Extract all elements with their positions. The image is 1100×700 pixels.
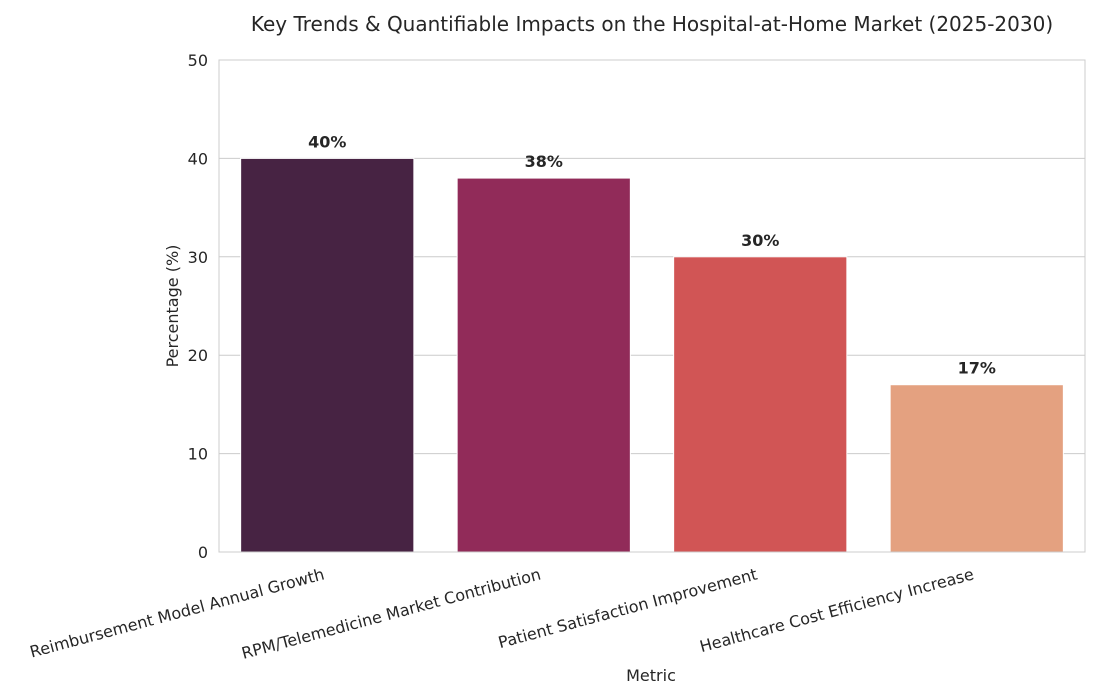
data-label-1: 38% [525,152,563,171]
bars [240,157,1064,553]
y-tick-labels: 0 10 20 30 40 50 [188,51,208,562]
data-label-3: 17% [958,359,996,378]
chart-title: Key Trends & Quantifiable Impacts on the… [251,12,1053,36]
x-axis-label: Metric [626,666,676,685]
y-tick-label-4: 40 [188,149,208,168]
y-tick-label-3: 30 [188,248,208,267]
data-label-2: 30% [741,231,779,250]
bar-1 [456,177,631,553]
bar-3 [889,384,1064,553]
data-labels: 40% 38% 30% 17% [308,132,996,377]
bar-0 [240,157,415,553]
y-tick-label-0: 0 [198,543,208,562]
bar-2 [673,256,848,553]
y-tick-label-2: 20 [188,346,208,365]
plot-frame [218,59,1086,553]
y-tick-label-1: 10 [188,445,208,464]
y-tick-label-5: 50 [188,51,208,70]
x-tick-labels: Reimbursement Model Annual GrowthRPM/Tel… [28,565,976,663]
y-axis-label: Percentage (%) [163,245,182,368]
data-label-0: 40% [308,132,346,151]
